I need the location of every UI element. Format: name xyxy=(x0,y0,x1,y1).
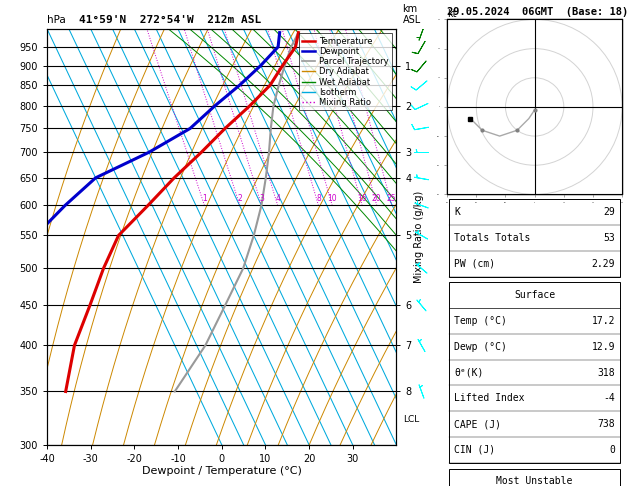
Text: 53: 53 xyxy=(603,233,615,243)
Text: 2.29: 2.29 xyxy=(591,259,615,269)
Text: km
ASL: km ASL xyxy=(403,4,421,25)
Text: CAPE (J): CAPE (J) xyxy=(454,419,501,429)
Text: 25: 25 xyxy=(387,194,396,203)
Text: PW (cm): PW (cm) xyxy=(454,259,496,269)
Text: Temp (°C): Temp (°C) xyxy=(454,316,507,326)
Text: Surface: Surface xyxy=(514,290,555,300)
Legend: Temperature, Dewpoint, Parcel Trajectory, Dry Adiabat, Wet Adiabat, Isotherm, Mi: Temperature, Dewpoint, Parcel Trajectory… xyxy=(299,34,392,110)
Text: K: K xyxy=(454,207,460,217)
Text: 20: 20 xyxy=(372,194,382,203)
Text: 3: 3 xyxy=(259,194,264,203)
Text: 41°59'N  272°54'W  212m ASL: 41°59'N 272°54'W 212m ASL xyxy=(79,15,261,25)
Text: 738: 738 xyxy=(598,419,615,429)
Text: Most Unstable: Most Unstable xyxy=(496,476,573,486)
Text: Dewp (°C): Dewp (°C) xyxy=(454,342,507,352)
Text: 2: 2 xyxy=(237,194,242,203)
Text: Totals Totals: Totals Totals xyxy=(454,233,531,243)
Text: CIN (J): CIN (J) xyxy=(454,445,496,455)
Text: 10: 10 xyxy=(327,194,337,203)
Bar xyxy=(449,199,620,277)
Text: hPa: hPa xyxy=(47,15,66,25)
Text: 17.2: 17.2 xyxy=(591,316,615,326)
Text: 16: 16 xyxy=(357,194,367,203)
X-axis label: Dewpoint / Temperature (°C): Dewpoint / Temperature (°C) xyxy=(142,467,302,476)
Text: 318: 318 xyxy=(598,367,615,378)
Text: 8: 8 xyxy=(316,194,321,203)
Text: 0: 0 xyxy=(609,445,615,455)
Text: kt: kt xyxy=(447,9,457,18)
FancyBboxPatch shape xyxy=(447,19,622,194)
Text: 29: 29 xyxy=(603,207,615,217)
Text: 12.9: 12.9 xyxy=(591,342,615,352)
Text: 4: 4 xyxy=(276,194,280,203)
Text: -4: -4 xyxy=(603,393,615,403)
Text: 29.05.2024  06GMT  (Base: 18): 29.05.2024 06GMT (Base: 18) xyxy=(447,7,628,17)
Text: θᵉ(K): θᵉ(K) xyxy=(454,367,484,378)
Text: Lifted Index: Lifted Index xyxy=(454,393,525,403)
Bar xyxy=(449,469,620,486)
Bar xyxy=(449,282,620,463)
Y-axis label: Mixing Ratio (g/kg): Mixing Ratio (g/kg) xyxy=(415,191,425,283)
Text: LCL: LCL xyxy=(403,415,420,424)
Text: 1: 1 xyxy=(202,194,207,203)
Text: © weatheronline.co.uk: © weatheronline.co.uk xyxy=(478,471,591,480)
